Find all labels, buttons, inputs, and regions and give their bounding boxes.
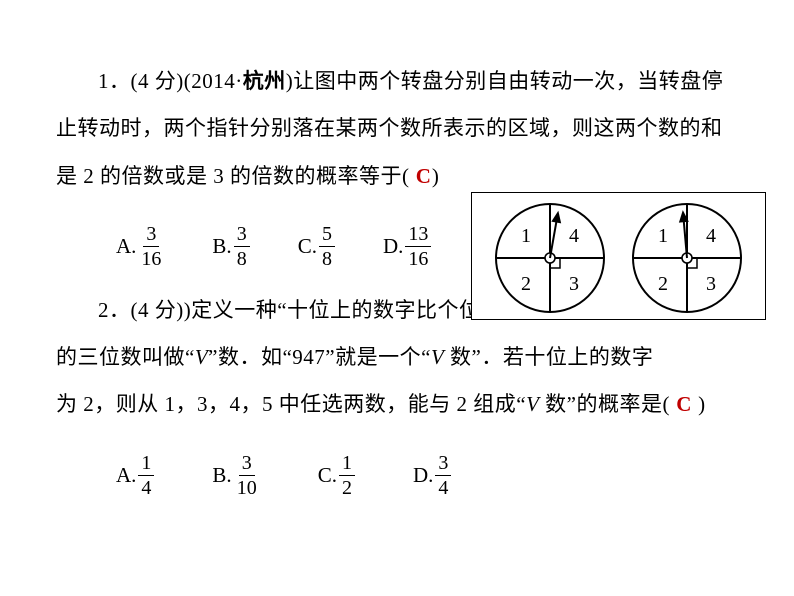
q2-d-label: D. <box>413 465 433 486</box>
q2-paren: ) <box>692 392 705 416</box>
q2-c-label: C. <box>318 465 337 486</box>
q1-paren: ) <box>432 164 440 188</box>
q1-c-label: C. <box>298 236 317 257</box>
q1-c-num: 5 <box>319 224 335 247</box>
q1-a-frac: 3 16 <box>138 224 164 269</box>
q1-answer: C <box>410 164 432 188</box>
sp1-s2: 2 <box>521 273 531 295</box>
q2-a-frac: 1 4 <box>138 453 154 498</box>
q1-b-den: 8 <box>234 247 250 269</box>
q2-v3: V <box>526 392 539 416</box>
sp2-s2: 2 <box>658 273 668 295</box>
q2-v2: V <box>431 345 444 369</box>
q2-a-label: A. <box>116 465 136 486</box>
q1-line2: 止转动时，两个指针分别落在某两个数所表示的区域，则这两个数的和 <box>56 105 761 152</box>
q2-opt-d: D. 3 4 <box>413 453 451 498</box>
q1-line3: 是 2 的倍数或是 3 的倍数的概率等于( C) <box>56 153 476 200</box>
q2-opt-a: A. 1 4 <box>116 453 154 498</box>
q2-opt-c: C. 1 2 <box>318 453 355 498</box>
q2-a-num: 1 <box>138 453 154 476</box>
q1-opt-c: C. 5 8 <box>298 224 335 269</box>
q2-b-label: B. <box>212 465 231 486</box>
q1-opt-b: B. 3 8 <box>212 224 249 269</box>
q2-line3: 为 2，则从 1，3，4，5 中任选两数，能与 2 组成“V 数”的概率是( C… <box>56 381 761 428</box>
spinner-right: 1 4 2 3 <box>633 204 741 312</box>
q1-c-den: 8 <box>319 247 335 269</box>
q1-d-num: 13 <box>405 224 431 247</box>
sp2-s4: 4 <box>706 225 716 247</box>
q2-number: 2 <box>98 298 109 322</box>
q1-text3: 是 2 的倍数或是 3 的倍数的概率等于( <box>56 164 410 188</box>
q1-d-den: 16 <box>405 247 431 269</box>
q2-b-num: 3 <box>239 453 255 476</box>
q1-a-den: 16 <box>138 247 164 269</box>
sp1-s4: 4 <box>569 225 579 247</box>
q1-dot: ． <box>109 69 131 93</box>
q2-line2: 的三位数叫做“V”数．如“947”就是一个“V 数”．若十位上的数字 <box>56 334 761 381</box>
spinner-svg: 1 4 2 3 1 4 2 3 <box>472 193 765 319</box>
q1-a-label: A. <box>116 236 136 257</box>
q2-text3a: 为 2，则从 1，3，4，5 中任选两数，能与 2 组成“ <box>56 392 526 416</box>
q2-text2c: 数”．若十位上的数字 <box>444 345 653 369</box>
q1-b-label: B. <box>212 236 231 257</box>
q1-opt-d: D. 13 16 <box>383 224 431 269</box>
q2-dot: ． <box>109 298 131 322</box>
q2-text3b: 数”的概率是( <box>539 392 670 416</box>
q1-pts-close: )(2014· <box>176 69 242 93</box>
q2-c-num: 1 <box>339 453 355 476</box>
q1-text1: )让图中两个转盘分别自由转动一次，当转盘停 <box>286 69 724 93</box>
q1-number: 1 <box>98 69 109 93</box>
q2-b-den: 10 <box>234 476 260 498</box>
sp1-s3: 3 <box>569 273 579 295</box>
q2-c-den: 2 <box>339 476 355 498</box>
sp1-s1: 1 <box>521 225 531 247</box>
q2-d-frac: 3 4 <box>435 453 451 498</box>
q2-v1: V <box>195 345 208 369</box>
page: { "q1": { "number": "1", "dot": "．", "po… <box>0 0 794 596</box>
sp2-s1: 1 <box>658 225 668 247</box>
spinner-diagram: 1 4 2 3 1 4 2 3 <box>471 192 766 320</box>
q2-c-frac: 1 2 <box>339 453 355 498</box>
q2-d-num: 3 <box>435 453 451 476</box>
q2-answer: C <box>670 392 692 416</box>
q1-b-frac: 3 8 <box>234 224 250 269</box>
q1-d-label: D. <box>383 236 403 257</box>
q2-b-frac: 3 10 <box>234 453 260 498</box>
q2-opt-b: B. 3 10 <box>212 453 259 498</box>
q2-a-den: 4 <box>138 476 154 498</box>
q1-a-num: 3 <box>143 224 159 247</box>
q1-d-frac: 13 16 <box>405 224 431 269</box>
q1-c-frac: 5 8 <box>319 224 335 269</box>
q1-opt-a: A. 3 16 <box>116 224 164 269</box>
q2-d-den: 4 <box>435 476 451 498</box>
q1-pts-word: 分 <box>149 69 176 93</box>
spinner-left: 1 4 2 3 <box>496 204 604 312</box>
q2-options: A. 1 4 B. 3 10 C. 1 2 D. 3 4 <box>56 453 761 498</box>
q2-text2b: ”数．如“947”就是一个“ <box>208 345 431 369</box>
q1-city: 杭州 <box>243 69 286 93</box>
q1-pts-open: (4 <box>131 69 150 93</box>
q2-text2a: 的三位数叫做“ <box>56 345 195 369</box>
q1-b-num: 3 <box>234 224 250 247</box>
sp2-s3: 3 <box>706 273 716 295</box>
q1-line1: 1．(4 分)(2014·杭州)让图中两个转盘分别自由转动一次，当转盘停 <box>56 58 761 105</box>
